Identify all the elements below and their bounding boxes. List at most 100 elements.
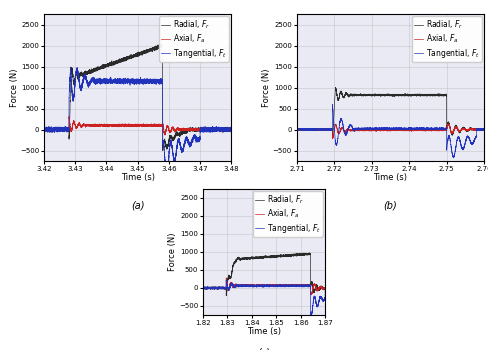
Radial, $F_r$ — [152, 46, 158, 50]
Radial, $F_r$ — [189, 128, 195, 133]
Tangential, $F_t$ — [293, 127, 299, 131]
Axial, $F_a$ — [339, 126, 345, 130]
Radial, $F_r$ — [228, 270, 234, 274]
Axial, $F_a$ — [245, 283, 251, 287]
Axial, $F_a$ — [180, 128, 185, 132]
Axial, $F_a$ — [228, 282, 234, 287]
Axial, $F_a$ — [329, 136, 335, 141]
Axial, $F_a$ — [338, 127, 344, 131]
Tangential, $F_t$ — [200, 286, 205, 290]
Axial, $F_a$ — [223, 276, 229, 280]
Radial, $F_r$ — [245, 256, 251, 260]
Radial, $F_r$ — [158, 42, 163, 46]
Tangential, $F_t$ — [189, 135, 195, 139]
Tangential, $F_t$ — [480, 128, 486, 132]
Radial, $F_r$ — [109, 63, 115, 68]
Tangential, $F_t$ — [163, 173, 169, 177]
Tangential, $F_t$ — [339, 120, 345, 124]
Tangential, $F_t$ — [377, 127, 383, 131]
Tangential, $F_t$ — [479, 128, 485, 132]
Axial, $F_a$ — [377, 128, 383, 132]
Radial, $F_r$ — [322, 287, 327, 291]
Radial, $F_r$ — [160, 144, 165, 148]
Axial, $F_a$ — [41, 127, 47, 132]
Tangential, $F_t$ — [180, 147, 185, 151]
X-axis label: Time (s): Time (s) — [121, 173, 154, 182]
Tangential, $F_t$ — [254, 284, 260, 288]
X-axis label: Time (s): Time (s) — [246, 327, 281, 336]
Axial, $F_a$ — [50, 127, 56, 131]
Radial, $F_r$ — [364, 92, 369, 97]
Radial, $F_r$ — [338, 90, 344, 94]
Axial, $F_a$ — [254, 283, 260, 287]
Radial, $F_r$ — [332, 85, 338, 90]
Radial, $F_r$ — [339, 93, 345, 97]
Text: (c): (c) — [257, 347, 270, 350]
Tangential, $F_t$ — [449, 156, 455, 160]
Tangential, $F_t$ — [229, 283, 235, 287]
Line: Tangential, $F_t$: Tangential, $F_t$ — [44, 67, 231, 175]
Line: Tangential, $F_t$: Tangential, $F_t$ — [296, 104, 483, 158]
Line: Radial, $F_r$: Radial, $F_r$ — [44, 44, 231, 150]
Y-axis label: Force (N): Force (N) — [168, 233, 177, 271]
Tangential, $F_t$ — [228, 282, 234, 287]
Radial, $F_r$ — [223, 293, 229, 298]
Tangential, $F_t$ — [223, 278, 229, 282]
Line: Tangential, $F_t$: Tangential, $F_t$ — [203, 280, 325, 316]
Axial, $F_a$ — [152, 124, 158, 128]
Axial, $F_a$ — [162, 133, 167, 137]
Line: Radial, $F_r$: Radial, $F_r$ — [296, 88, 483, 138]
Radial, $F_r$ — [200, 286, 205, 290]
Tangential, $F_t$ — [160, 140, 165, 144]
Axial, $F_a$ — [445, 122, 450, 126]
Tangential, $F_t$ — [322, 286, 327, 290]
Legend: Radial, $F_r$, Axial, $F_a$, Tangential, $F_t$: Radial, $F_r$, Axial, $F_a$, Tangential,… — [252, 191, 322, 237]
Radial, $F_r$ — [377, 93, 383, 97]
Tangential, $F_t$ — [41, 126, 47, 131]
Tangential, $F_t$ — [321, 298, 326, 302]
Text: (a): (a) — [131, 200, 144, 210]
Tangential, $F_t$ — [364, 127, 369, 131]
Y-axis label: Force (N): Force (N) — [262, 68, 271, 107]
Radial, $F_r$ — [254, 255, 260, 259]
Tangential, $F_t$ — [109, 79, 115, 84]
Radial, $F_r$ — [50, 127, 56, 132]
Tangential, $F_t$ — [67, 65, 73, 69]
Radial, $F_r$ — [337, 91, 343, 96]
Radial, $F_r$ — [160, 148, 165, 153]
Radial, $F_r$ — [329, 136, 335, 140]
Y-axis label: Force (N): Force (N) — [9, 68, 19, 107]
Tangential, $F_t$ — [307, 314, 313, 318]
Axial, $F_a$ — [337, 128, 343, 132]
Axial, $F_a$ — [200, 286, 205, 290]
Tangential, $F_t$ — [329, 102, 335, 106]
Axial, $F_a$ — [229, 285, 235, 289]
Axial, $F_a$ — [228, 127, 234, 131]
Radial, $F_r$ — [480, 127, 486, 132]
Axial, $F_a$ — [160, 124, 165, 128]
Axial, $F_a$ — [308, 293, 314, 297]
X-axis label: Time (s): Time (s) — [373, 173, 407, 182]
Line: Axial, $F_a$: Axial, $F_a$ — [44, 117, 231, 135]
Radial, $F_r$ — [479, 128, 485, 132]
Tangential, $F_t$ — [228, 127, 234, 131]
Radial, $F_r$ — [293, 128, 299, 132]
Radial, $F_r$ — [305, 251, 311, 255]
Radial, $F_r$ — [228, 126, 234, 130]
Axial, $F_a$ — [189, 128, 195, 132]
Legend: Radial, $F_r$, Axial, $F_a$, Tangential, $F_t$: Radial, $F_r$, Axial, $F_a$, Tangential,… — [159, 16, 228, 62]
Radial, $F_r$ — [41, 127, 47, 131]
Line: Axial, $F_a$: Axial, $F_a$ — [203, 278, 325, 295]
Axial, $F_a$ — [109, 124, 115, 128]
Radial, $F_r$ — [229, 266, 235, 270]
Text: (b): (b) — [383, 200, 397, 210]
Tangential, $F_t$ — [228, 282, 234, 286]
Legend: Radial, $F_r$, Axial, $F_a$, Tangential, $F_t$: Radial, $F_r$, Axial, $F_a$, Tangential,… — [411, 16, 481, 62]
Axial, $F_a$ — [293, 128, 299, 132]
Axial, $F_a$ — [322, 286, 327, 290]
Tangential, $F_t$ — [152, 78, 158, 82]
Axial, $F_a$ — [66, 114, 72, 119]
Line: Axial, $F_a$: Axial, $F_a$ — [296, 124, 483, 139]
Tangential, $F_t$ — [337, 118, 343, 122]
Axial, $F_a$ — [364, 128, 369, 132]
